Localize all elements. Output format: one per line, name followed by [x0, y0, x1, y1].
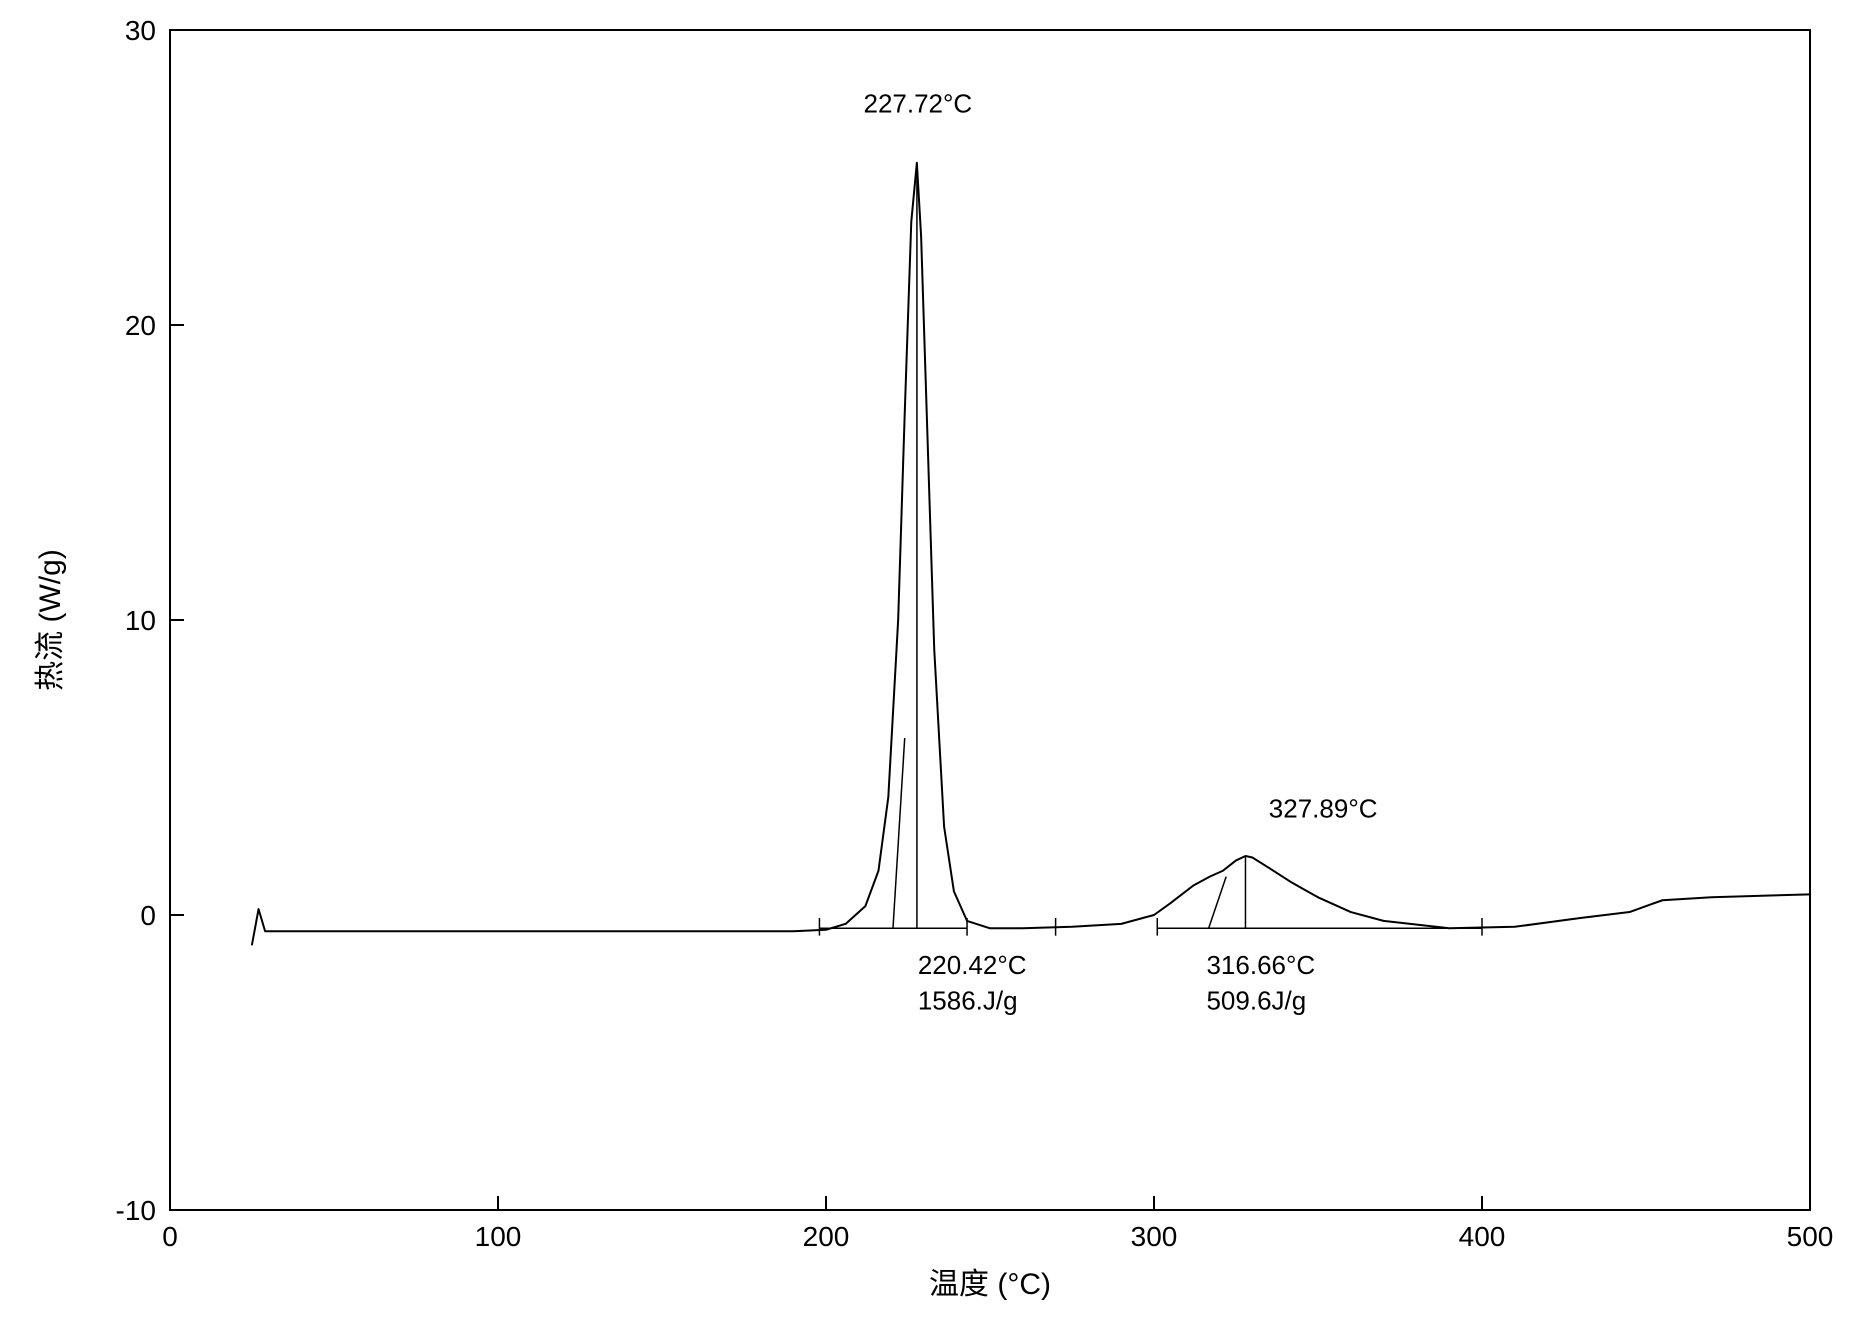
annotation-peak2_onset: 316.66°C	[1206, 950, 1315, 980]
x-tick-label: 300	[1131, 1221, 1178, 1252]
x-axis-label: 温度 (°C)	[929, 1268, 1051, 1301]
y-tick-label: 0	[140, 900, 156, 931]
y-tick-label: 10	[125, 605, 156, 636]
x-tick-label: 0	[162, 1221, 178, 1252]
onset-indicator	[893, 738, 905, 928]
x-tick-label: 400	[1459, 1221, 1506, 1252]
y-tick-label: 20	[125, 310, 156, 341]
annotation-peak1_energy: 1586.J/g	[918, 985, 1018, 1015]
chart-svg: 0100200300400500-100102030温度 (°C)热流 (W/g…	[0, 0, 1864, 1325]
onset-indicator	[1209, 877, 1227, 929]
y-axis-label: 热流 (W/g)	[34, 549, 67, 691]
annotation-peak2_energy: 509.6J/g	[1206, 985, 1306, 1015]
annotation-peak1_temp: 227.72°C	[863, 89, 972, 119]
dsc-chart: { "chart": { "type": "line", "width_px":…	[0, 0, 1864, 1325]
y-tick-label: -10	[116, 1195, 156, 1226]
x-tick-label: 500	[1787, 1221, 1834, 1252]
x-tick-label: 200	[803, 1221, 850, 1252]
annotation-peak1_onset: 220.42°C	[918, 950, 1027, 980]
y-tick-label: 30	[125, 15, 156, 46]
dsc-trace	[252, 163, 1810, 945]
plot-border	[170, 30, 1810, 1210]
x-tick-label: 100	[475, 1221, 522, 1252]
annotation-peak2_temp: 327.89°C	[1269, 794, 1378, 824]
